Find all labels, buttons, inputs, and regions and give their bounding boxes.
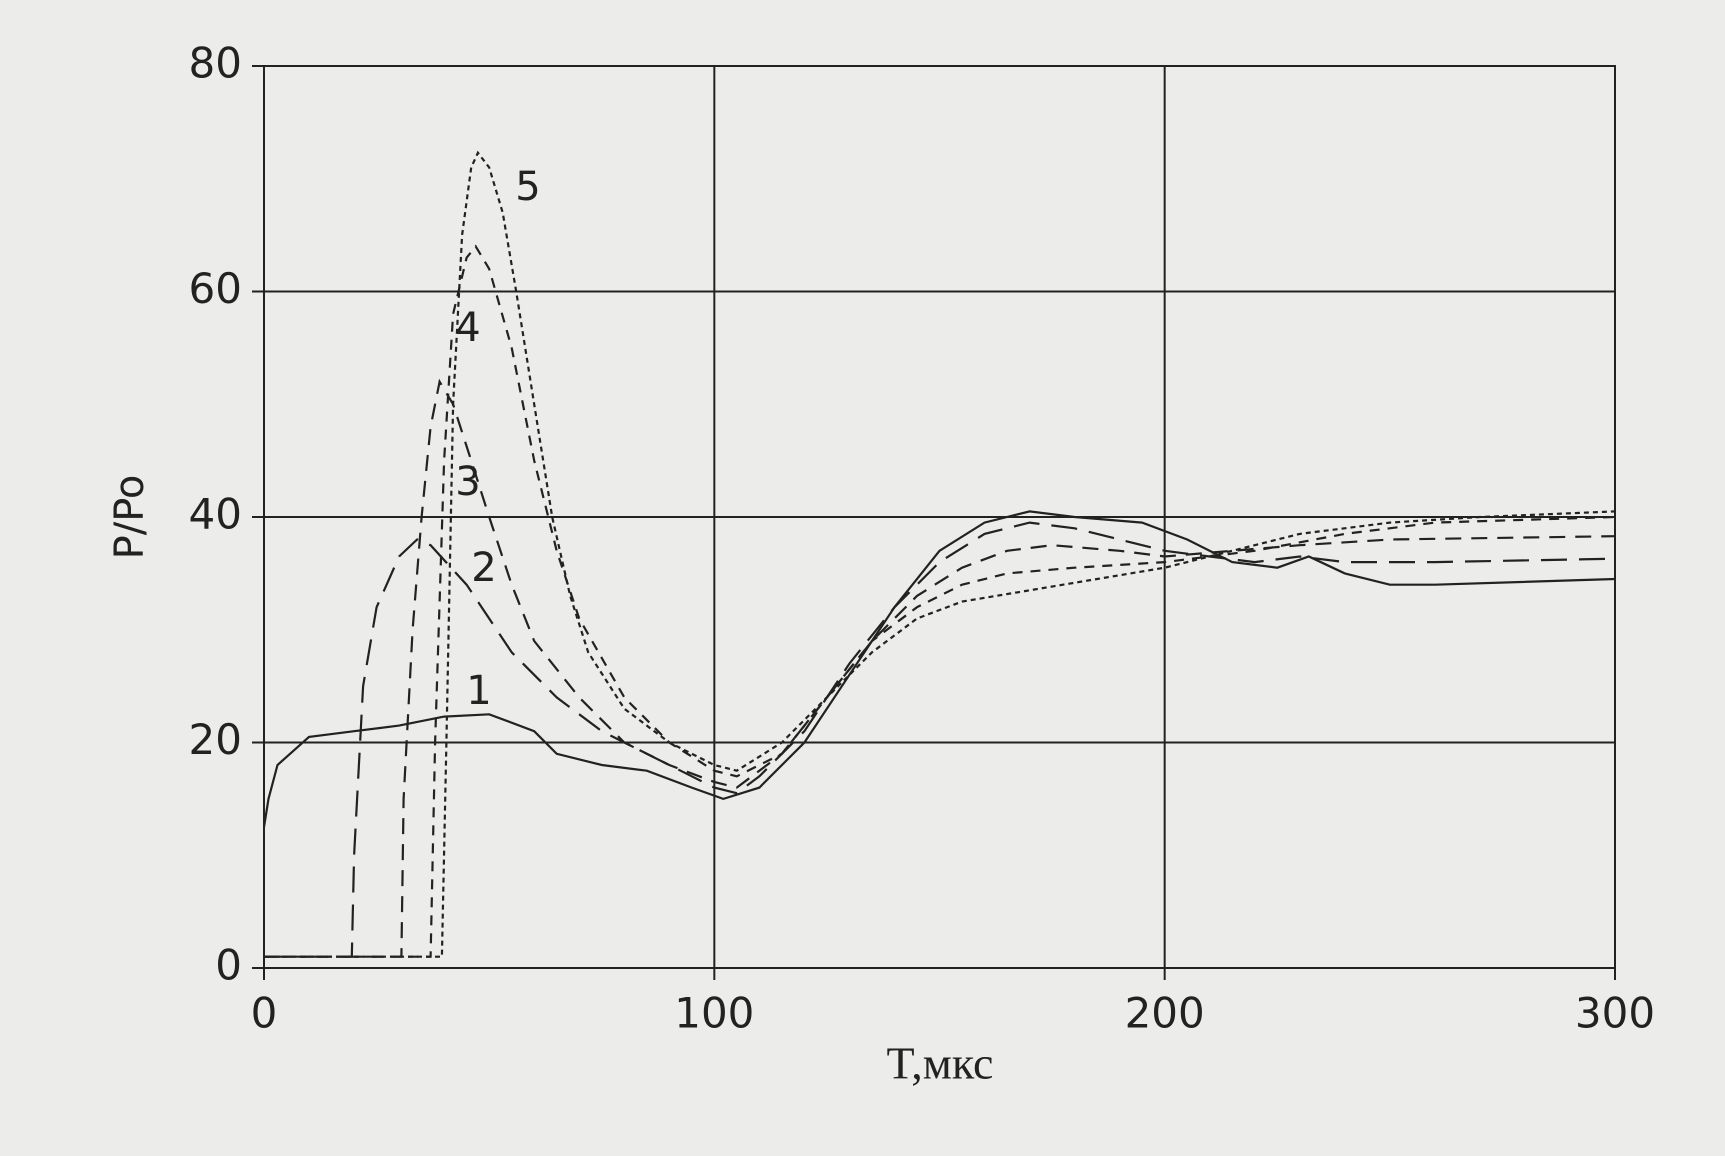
x-tick-label: 100 <box>674 989 754 1038</box>
plot-frame <box>263 65 1616 969</box>
series-label: 4 <box>455 305 480 351</box>
y-tick-label: 0 <box>215 941 242 990</box>
series-line <box>264 378 1616 958</box>
series-line <box>264 521 1616 958</box>
series-label: 5 <box>515 164 540 210</box>
x-tick-label: 300 <box>1575 989 1655 1038</box>
y-tick-label: 80 <box>189 39 242 88</box>
y-axis-title: P/Po <box>107 475 153 560</box>
y-tick-label: 60 <box>189 264 242 313</box>
series-label: 3 <box>455 459 480 505</box>
x-tick-label: 0 <box>251 989 278 1038</box>
series-line <box>264 150 1616 958</box>
series-label: 1 <box>466 668 491 714</box>
series-label: 2 <box>471 545 496 591</box>
y-tick-label: 40 <box>189 490 242 539</box>
x-axis-title: T,мкс <box>887 1038 994 1089</box>
series-line <box>262 510 1616 828</box>
x-tick-label: 200 <box>1125 989 1205 1038</box>
y-tick-label: 20 <box>189 715 242 764</box>
